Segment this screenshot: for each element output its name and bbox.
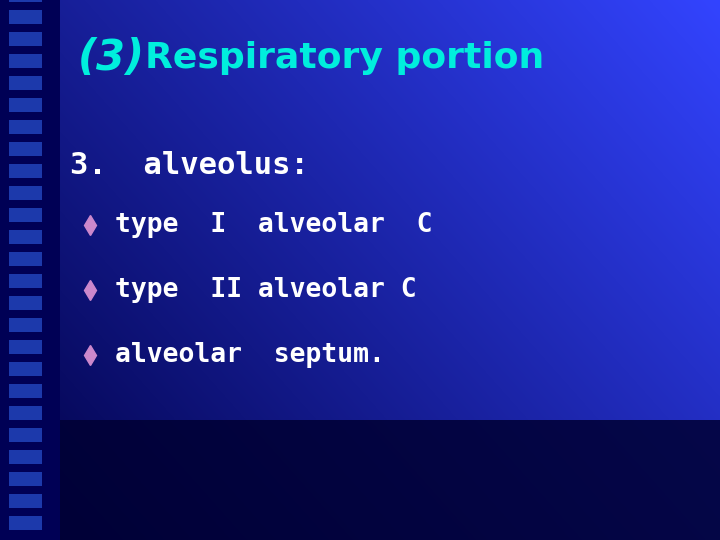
Bar (9, 230, 42, 244)
Bar (9, 252, 42, 266)
Bar (9, 120, 42, 134)
Bar (9, 450, 42, 464)
Bar (0, 0, 60, 540)
Bar (9, 428, 42, 442)
Bar (9, 340, 42, 354)
Text: type  II alveolar C: type II alveolar C (114, 277, 416, 303)
Bar (9, 76, 42, 90)
Text: type  I  alveolar  C: type I alveolar C (114, 212, 432, 238)
Bar (9, 208, 42, 222)
Bar (9, 472, 42, 486)
Text: Respiratory portion: Respiratory portion (145, 41, 544, 75)
Bar (9, 362, 42, 376)
Bar (9, 296, 42, 310)
Text: 3.  alveolus:: 3. alveolus: (70, 151, 309, 179)
Bar (9, 164, 42, 178)
Text: (3): (3) (78, 37, 145, 79)
Bar (9, 318, 42, 332)
Bar (9, 0, 42, 2)
Bar (9, 516, 42, 530)
Bar (9, 494, 42, 508)
Bar (9, 54, 42, 68)
Bar (9, 186, 42, 200)
Text: alveolar  septum.: alveolar septum. (114, 342, 384, 368)
Bar (9, 406, 42, 420)
Bar (9, 142, 42, 156)
Bar (9, 98, 42, 112)
Bar (9, 32, 42, 46)
Bar (9, 10, 42, 24)
Bar (9, 384, 42, 398)
Bar (60, 420, 720, 540)
Bar (9, 274, 42, 288)
